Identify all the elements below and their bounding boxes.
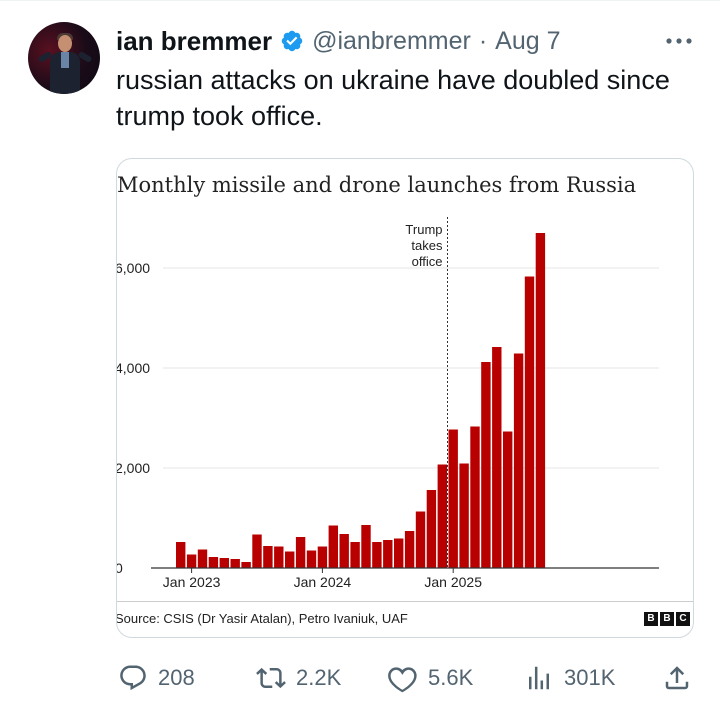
bar bbox=[306, 550, 317, 568]
bar bbox=[481, 362, 491, 568]
bar bbox=[503, 431, 513, 568]
bar bbox=[263, 546, 273, 568]
bbc-logo-letter: B bbox=[644, 612, 658, 626]
y-tick-label: 2,000 bbox=[117, 460, 150, 476]
bbc-logo-letter: B bbox=[660, 612, 674, 626]
reply-button[interactable]: 208 bbox=[118, 660, 195, 696]
bar bbox=[219, 558, 229, 568]
bar bbox=[339, 534, 349, 568]
tweet-text: russian attacks on ukraine have doubled … bbox=[116, 65, 670, 131]
reply-icon bbox=[120, 665, 146, 691]
bar bbox=[372, 542, 382, 568]
bar bbox=[328, 525, 338, 568]
y-tick-label: 0 bbox=[117, 560, 123, 576]
bar bbox=[437, 464, 447, 568]
bar bbox=[186, 554, 197, 568]
bar bbox=[470, 426, 480, 568]
bar bbox=[252, 534, 262, 568]
bar bbox=[394, 538, 404, 568]
author-name[interactable]: ian bremmer bbox=[116, 25, 273, 56]
views-bar-chart-icon bbox=[529, 666, 549, 690]
bar bbox=[415, 511, 426, 568]
annotation-text: takes bbox=[411, 238, 443, 253]
bar bbox=[383, 540, 393, 568]
bar bbox=[513, 353, 524, 568]
share-button[interactable] bbox=[662, 660, 702, 696]
chart-title: Monthly missile and drone launches from … bbox=[117, 173, 637, 197]
bar bbox=[535, 233, 546, 568]
repost-icon bbox=[256, 667, 286, 689]
bar bbox=[197, 549, 208, 568]
tweet-date[interactable]: Aug 7 bbox=[495, 26, 561, 55]
bar bbox=[285, 551, 295, 568]
bar-chart: 0 2,000 4,000 6,000 Jan 2023 Jan 2024 Jan 2025… bbox=[117, 217, 659, 590]
x-tick-label: Jan 2024 bbox=[294, 574, 352, 590]
annotation-text: Trump bbox=[405, 222, 442, 237]
views-count: 301K bbox=[564, 665, 616, 690]
bar bbox=[459, 463, 469, 568]
x-tick-label: Jan 2023 bbox=[163, 574, 221, 590]
bbc-logo-letter: C bbox=[676, 612, 690, 626]
like-button[interactable]: 5.6K bbox=[388, 660, 473, 696]
x-tick-label: Jan 2025 bbox=[424, 574, 482, 590]
y-tick-label: 4,000 bbox=[117, 360, 150, 376]
author-handle[interactable]: @ianbremmer bbox=[312, 26, 471, 55]
bar bbox=[295, 537, 306, 568]
bar bbox=[524, 276, 535, 568]
views-button[interactable]: 301K bbox=[524, 660, 615, 696]
bar bbox=[317, 546, 328, 568]
bar bbox=[350, 542, 360, 568]
bar bbox=[241, 562, 251, 568]
repost-count: 2.2K bbox=[296, 665, 342, 690]
y-tick-label: 6,000 bbox=[117, 260, 150, 276]
bbc-logo: B B C bbox=[644, 612, 690, 626]
avatar[interactable] bbox=[28, 22, 100, 94]
repost-button[interactable]: 2.2K bbox=[256, 660, 341, 696]
more-options-icon[interactable] bbox=[664, 26, 694, 56]
top-divider bbox=[0, 0, 720, 1]
bar bbox=[274, 546, 284, 568]
bar bbox=[208, 557, 219, 568]
annotation-text: office bbox=[412, 254, 443, 269]
verified-badge-icon[interactable] bbox=[280, 29, 304, 53]
bar bbox=[448, 429, 458, 568]
heart-icon bbox=[388, 667, 417, 693]
bar bbox=[176, 542, 186, 568]
chart-footer-divider bbox=[117, 601, 693, 602]
reply-count: 208 bbox=[158, 665, 195, 690]
tweet-header: ian bremmer @ianbremmer · Aug 7 bbox=[116, 24, 561, 58]
tweet-media-image[interactable]: Monthly missile and drone launches from … bbox=[116, 158, 694, 638]
chart-source: Source: CSIS (Dr Yasir Atalan), Petro Iv… bbox=[116, 611, 408, 626]
bar bbox=[492, 347, 502, 568]
bar bbox=[361, 525, 371, 568]
like-count: 5.6K bbox=[428, 665, 474, 690]
bar bbox=[426, 490, 437, 568]
bar bbox=[404, 531, 415, 568]
share-icon bbox=[665, 666, 689, 690]
bar bbox=[230, 559, 240, 568]
tweet-actions: 208 2.2K 5.6K 301K bbox=[116, 660, 706, 696]
separator-dot: · bbox=[478, 26, 488, 55]
